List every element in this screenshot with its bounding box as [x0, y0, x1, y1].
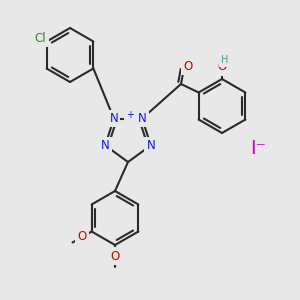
Text: N: N — [138, 112, 146, 125]
Text: N: N — [110, 112, 118, 125]
Text: O: O — [110, 250, 120, 262]
Text: O: O — [77, 230, 87, 244]
Text: I⁻: I⁻ — [250, 139, 266, 158]
Text: H: H — [221, 55, 229, 65]
Text: Cl: Cl — [35, 32, 46, 45]
Text: N: N — [101, 139, 110, 152]
Text: O: O — [218, 61, 226, 74]
Text: N: N — [146, 139, 155, 152]
Text: O: O — [183, 59, 193, 73]
Text: +: + — [126, 110, 134, 120]
